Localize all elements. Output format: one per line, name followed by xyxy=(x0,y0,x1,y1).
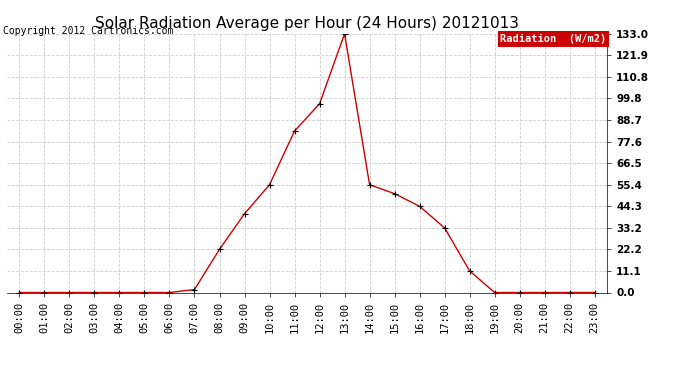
Text: Copyright 2012 Cartronics.com: Copyright 2012 Cartronics.com xyxy=(3,26,174,36)
Title: Solar Radiation Average per Hour (24 Hours) 20121013: Solar Radiation Average per Hour (24 Hou… xyxy=(95,16,519,31)
Text: Radiation  (W/m2): Radiation (W/m2) xyxy=(500,34,607,44)
